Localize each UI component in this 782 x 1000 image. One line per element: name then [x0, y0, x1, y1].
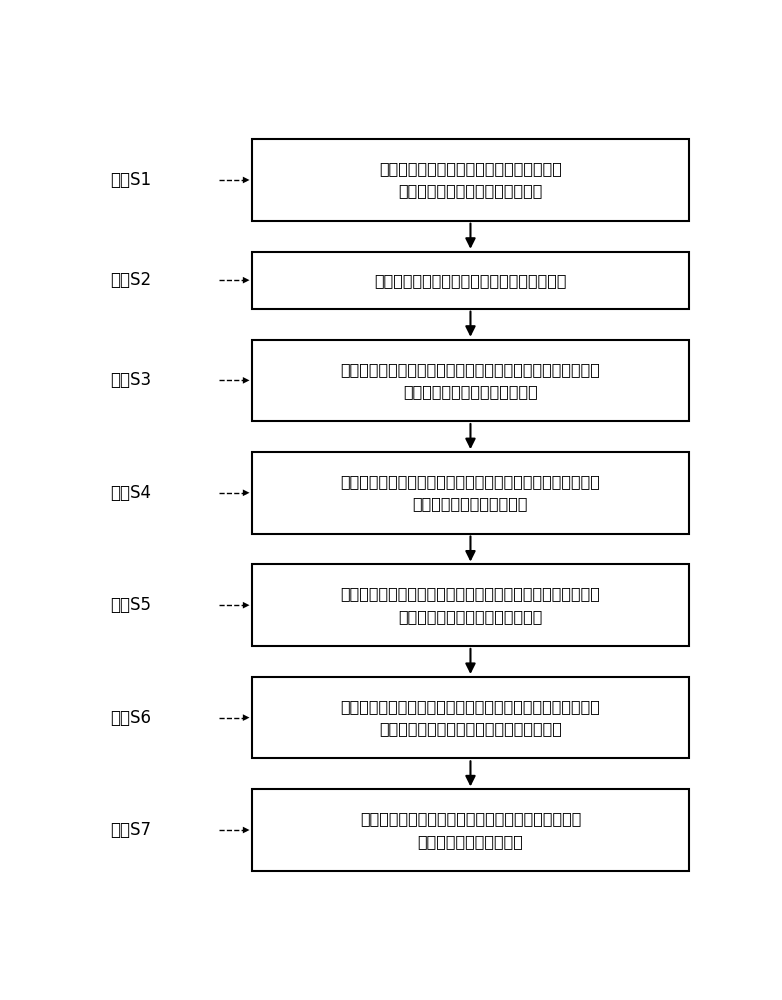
Bar — [253, 564, 689, 646]
Bar — [253, 452, 689, 534]
Text: 步骤S6: 步骤S6 — [109, 709, 151, 727]
Text: 步骤S5: 步骤S5 — [109, 596, 151, 614]
Bar — [253, 252, 689, 309]
Bar — [253, 789, 689, 871]
Bar — [253, 139, 689, 221]
Text: 建立风电场间相关系数与场间距指数关系模型和标准差与风电
场平均利用小时多项式关系模型: 建立风电场间相关系数与场间距指数关系模型和标准差与风电 场平均利用小时多项式关系… — [340, 362, 601, 399]
Text: 利用目标风电场平均利用小时数，依托具体建立的标准差与平
均利用小时数多项式关系模型，求出标准差: 利用目标风电场平均利用小时数，依托具体建立的标准差与平 均利用小时数多项式关系模… — [340, 699, 601, 736]
Text: 根据典型区域风电场集群出力历史数据和地理尺寸，运用最小
二乘法，得到已建模型参数: 根据典型区域风电场集群出力历史数据和地理尺寸，运用最小 二乘法，得到已建模型参数 — [340, 474, 601, 511]
Bar — [253, 677, 689, 758]
Text: 计算区域风电场集群波动指标标准差、偏度和峰度，
分析集群风电场波动特性: 计算区域风电场集群波动指标标准差、偏度和峰度， 分析集群风电场波动特性 — [360, 811, 581, 849]
Text: 利用目标风电场集群场间距，依托具体建立的风电场间距与相
关系数指数方程，求出中心距因子: 利用目标风电场集群场间距，依托具体建立的风电场间距与相 关系数指数方程，求出中心… — [340, 587, 601, 624]
Text: 步骤S2: 步骤S2 — [109, 271, 151, 289]
Text: 步骤S7: 步骤S7 — [109, 821, 151, 839]
Text: 建立集群风电场标准差、偏度和峰度经典指标: 建立集群风电场标准差、偏度和峰度经典指标 — [375, 273, 567, 288]
Text: 定义区域风电场集群波动相对二阶中心距、
三阶中心距和四阶中心距数学模型: 定义区域风电场集群波动相对二阶中心距、 三阶中心距和四阶中心距数学模型 — [379, 161, 562, 199]
Text: 步骤S1: 步骤S1 — [109, 171, 151, 189]
Text: 步骤S3: 步骤S3 — [109, 371, 151, 389]
Text: 步骤S4: 步骤S4 — [109, 484, 151, 502]
Bar — [253, 340, 689, 421]
